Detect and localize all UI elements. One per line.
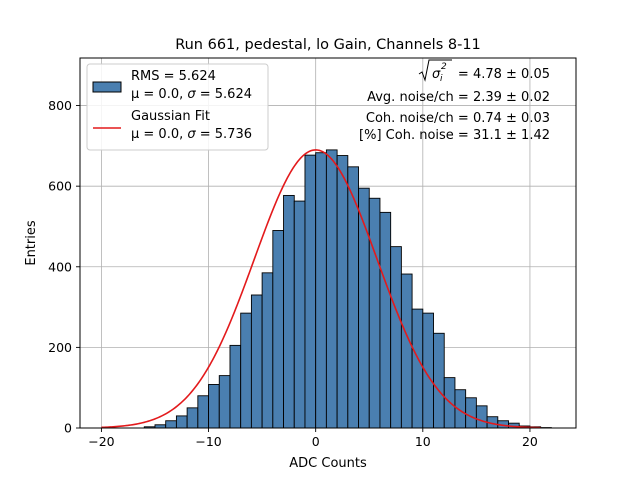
histogram-bar bbox=[369, 198, 380, 428]
legend: RMS = 5.624 μ = 0.0, σ = 5.624 Gaussian … bbox=[87, 64, 268, 150]
x-tick-label: −10 bbox=[195, 434, 221, 449]
histogram-bar bbox=[219, 376, 230, 428]
y-axis-label: Entries bbox=[24, 220, 39, 266]
histogram-bar bbox=[391, 247, 402, 428]
histogram-bar bbox=[209, 384, 220, 428]
histogram-bar bbox=[198, 396, 209, 428]
histogram-bar bbox=[337, 156, 348, 428]
y-tick-label: 200 bbox=[48, 340, 72, 355]
sigma-sq-value: = 4.78 ± 0.05 bbox=[458, 67, 550, 82]
histogram-bar bbox=[305, 155, 316, 428]
avg-noise-text: Avg. noise/ch = 2.39 ± 0.02 bbox=[367, 90, 550, 105]
histogram-bar bbox=[294, 201, 305, 428]
y-tick-label: 800 bbox=[48, 98, 72, 113]
histogram-bar bbox=[166, 421, 177, 428]
sigma-superscript: 2 bbox=[441, 62, 447, 72]
y-tick-label: 400 bbox=[48, 259, 72, 274]
histogram-bar bbox=[466, 398, 477, 428]
coh-noise-text: Coh. noise/ch = 0.74 ± 0.03 bbox=[366, 111, 550, 126]
histogram-bar bbox=[476, 406, 487, 428]
y-tick-label: 0 bbox=[64, 421, 72, 436]
histogram-bar bbox=[187, 408, 198, 428]
histogram-bar bbox=[176, 416, 187, 428]
histogram-bar bbox=[273, 231, 284, 428]
legend-hist-line2: μ = 0.0, σ = 5.624 bbox=[131, 87, 252, 102]
x-tick-label: 0 bbox=[312, 434, 320, 449]
histogram-bar bbox=[380, 212, 391, 428]
histogram-bar bbox=[230, 345, 241, 428]
histogram-bar bbox=[316, 153, 327, 428]
histogram-bar bbox=[434, 333, 445, 428]
legend-fit-line2: μ = 0.0, σ = 5.736 bbox=[131, 127, 252, 142]
histogram-bar bbox=[251, 295, 262, 428]
histogram-bar bbox=[262, 273, 273, 428]
histogram-bar bbox=[412, 309, 423, 428]
legend-hist-line1: RMS = 5.624 bbox=[131, 69, 216, 84]
x-axis-label: ADC Counts bbox=[289, 456, 367, 471]
histogram-bar bbox=[401, 274, 412, 428]
legend-histogram-swatch bbox=[93, 82, 121, 92]
histogram-bar bbox=[284, 195, 295, 428]
x-tick-label: 10 bbox=[415, 434, 431, 449]
y-tick-label: 600 bbox=[48, 179, 72, 194]
legend-fit-line1: Gaussian Fit bbox=[131, 109, 210, 124]
histogram-bar bbox=[241, 313, 252, 428]
x-tick-label: 20 bbox=[522, 434, 538, 449]
chart-title: Run 661, pedestal, lo Gain, Channels 8-1… bbox=[175, 37, 481, 53]
histogram-bar bbox=[326, 150, 337, 428]
coh-noise-pct-text: [%] Coh. noise = 31.1 ± 1.42 bbox=[359, 128, 550, 143]
x-tick-label: −20 bbox=[88, 434, 114, 449]
